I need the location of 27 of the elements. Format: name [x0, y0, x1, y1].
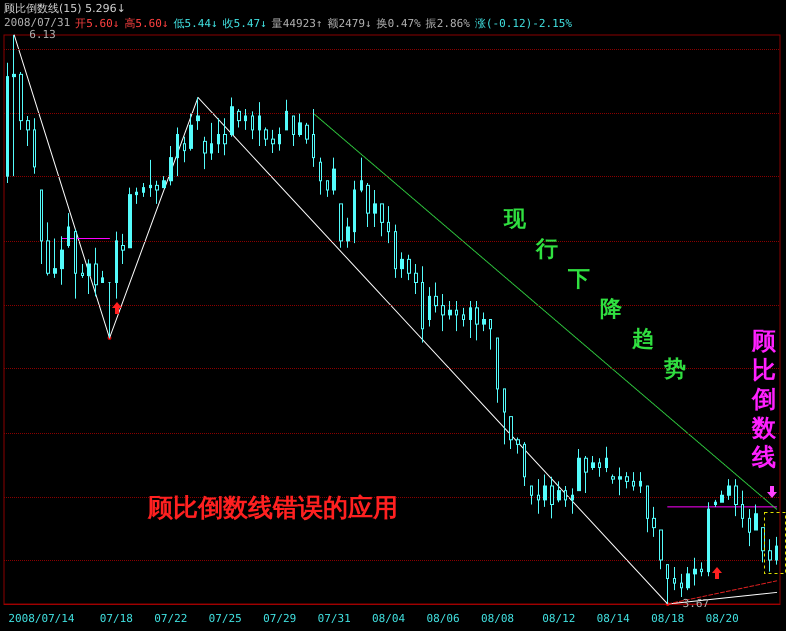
x-tick-label: 07/31: [318, 612, 351, 625]
annotation: 现行下降趋势: [504, 205, 686, 384]
text: 高5.60↓: [124, 16, 168, 31]
x-tick-label: 08/06: [426, 612, 460, 625]
text: 2008/07/31: [4, 16, 70, 30]
text: 量44923↑: [272, 16, 322, 31]
text: 顾比倒数线错误的应用: [148, 492, 398, 524]
text: 顾比倒数线(15) 5.296↓: [4, 1, 126, 16]
x-tick-label: 2008/07/14: [8, 612, 75, 625]
x-tick-label: 08/12: [542, 612, 576, 625]
text: 低5.44↓: [173, 16, 218, 31]
x-tick-label: 08/14: [596, 612, 630, 625]
x-tick-label: 07/25: [208, 612, 242, 625]
x-tick-label: 07/18: [100, 612, 133, 625]
text: 收5.47↓: [222, 16, 267, 31]
text: 换0.47%: [376, 16, 421, 31]
x-tick-label: 07/29: [263, 612, 296, 625]
text: 开5.60↓: [75, 16, 120, 31]
x-tick-label: 07/22: [154, 612, 188, 625]
x-tick-label: 08/20: [706, 612, 739, 625]
annotation: 顾比倒数线: [752, 326, 777, 471]
x-tick-label: 08/18: [651, 612, 684, 625]
x-tick-label: 08/04: [372, 612, 406, 625]
x-tick-label: 08/08: [480, 612, 514, 625]
text: 额2479↓: [327, 16, 372, 31]
text: 涨(-0.12)-2.15%: [474, 16, 572, 31]
text: 振2.86%: [426, 16, 470, 31]
